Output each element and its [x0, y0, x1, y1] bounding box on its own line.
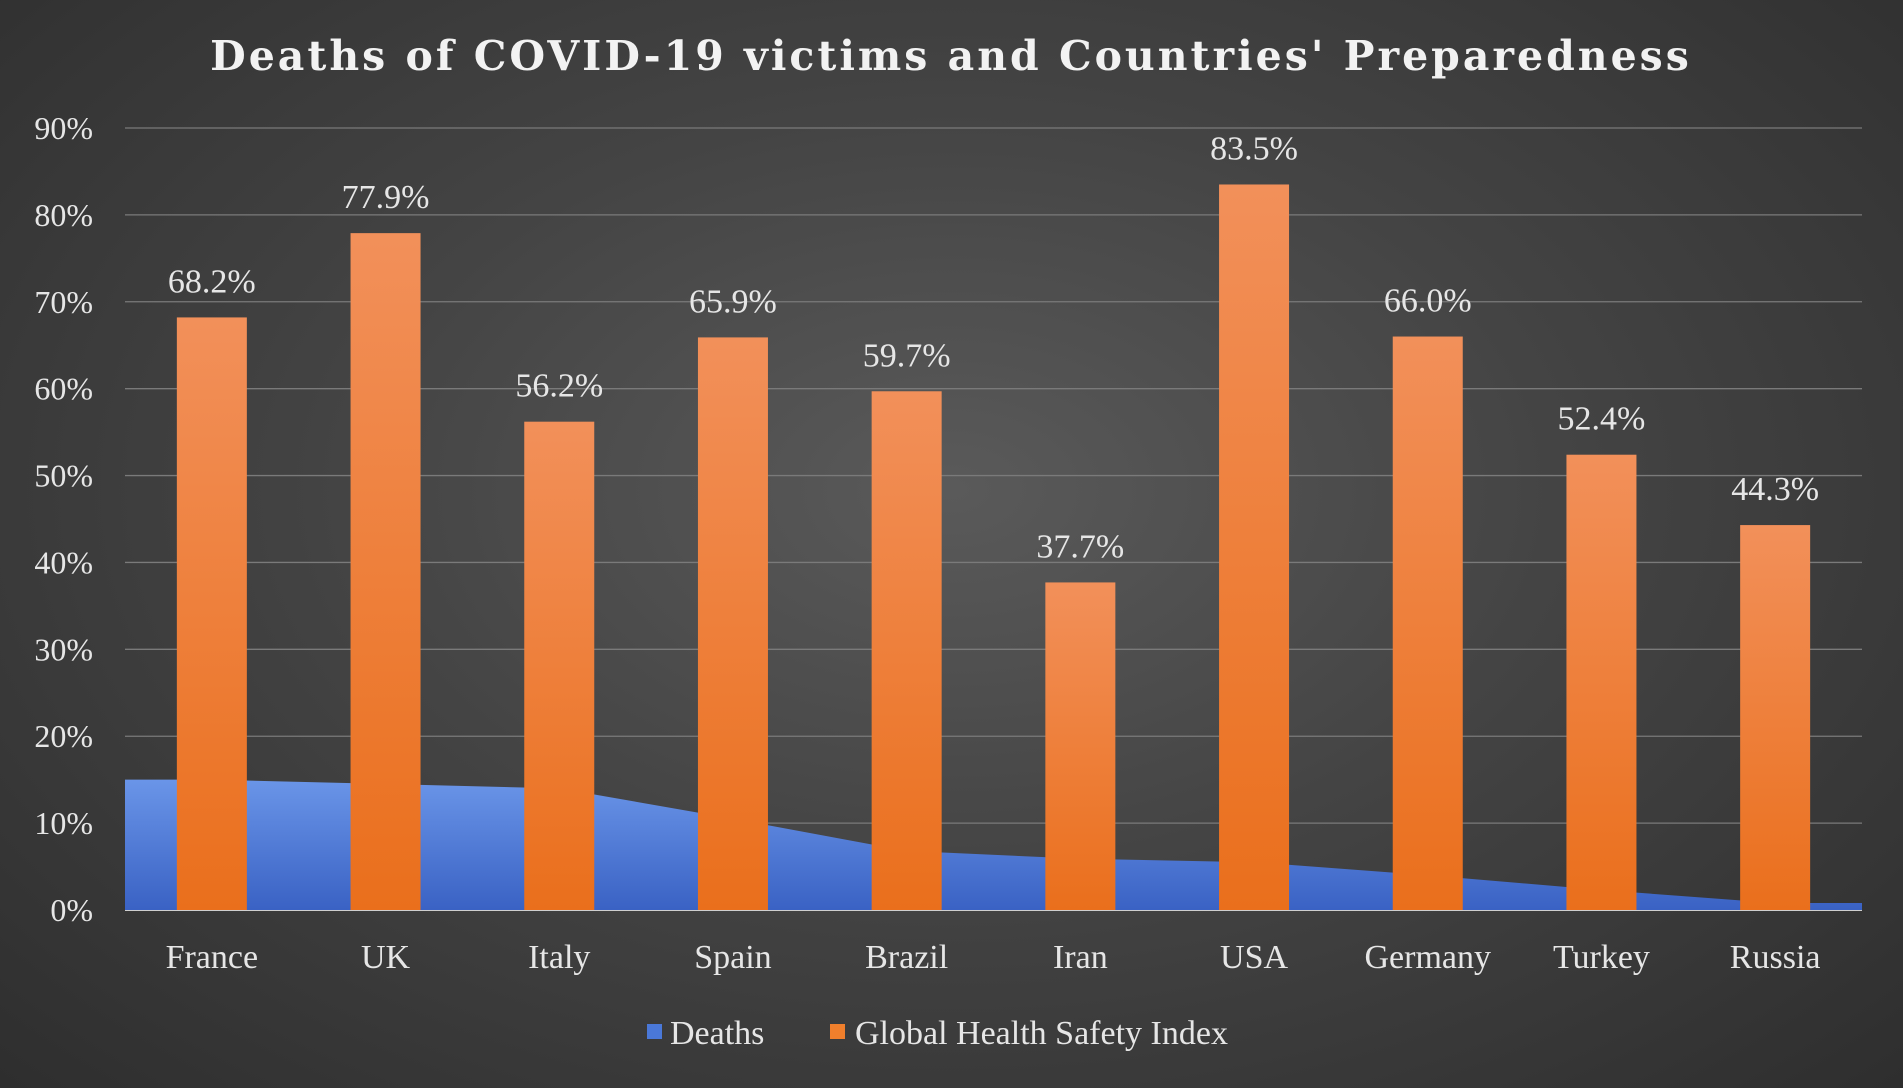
data-label-germany: 66.0%: [1384, 283, 1472, 320]
legend: Deaths Global Health Safety Index: [647, 1015, 1228, 1052]
y-tick-label: 40%: [34, 544, 93, 580]
y-axis-ticks: 0% 10% 20% 30% 40% 50% 60% 70% 80% 90%: [34, 110, 93, 928]
bar-uk: [350, 233, 421, 910]
data-label-iran: 37.7%: [1036, 528, 1124, 565]
x-tick-label-iran: Iran: [1053, 939, 1108, 976]
legend-swatch-ghs-index: [830, 1024, 845, 1039]
bar-france: [176, 317, 247, 910]
x-tick-label-germany: Germany: [1364, 939, 1491, 976]
x-tick-label-usa: USA: [1220, 939, 1288, 976]
data-label-uk: 77.9%: [342, 179, 430, 216]
y-tick-label: 90%: [34, 110, 93, 146]
bar-spain: [697, 337, 768, 910]
y-tick-label: 70%: [34, 284, 93, 320]
data-label-brazil: 59.7%: [863, 337, 951, 374]
x-tick-label-uk: UK: [361, 939, 411, 976]
y-tick-label: 80%: [34, 197, 93, 233]
data-label-turkey: 52.4%: [1558, 401, 1646, 438]
x-tick-label-russia: Russia: [1730, 939, 1821, 976]
y-tick-label: 0%: [50, 892, 93, 928]
x-axis-categories: France UK Italy Spain Brazil Iran USA Germany Tu…: [166, 939, 1821, 976]
bar-germany: [1392, 336, 1463, 910]
legend-swatch-deaths: [647, 1024, 662, 1039]
legend-label-ghs-index: Global Health Safety Index: [855, 1015, 1228, 1052]
y-tick-label: 30%: [34, 631, 93, 667]
bar-usa: [1219, 184, 1290, 910]
data-label-russia: 44.3%: [1731, 471, 1819, 508]
bar-italy: [524, 421, 595, 910]
x-tick-label-italy: Italy: [528, 939, 590, 976]
x-tick-label-turkey: Turkey: [1553, 939, 1650, 976]
bar-turkey: [1566, 454, 1637, 910]
data-label-france: 68.2%: [168, 263, 256, 300]
data-label-spain: 65.9%: [689, 283, 777, 320]
legend-label-deaths: Deaths: [670, 1015, 764, 1052]
x-tick-label-spain: Spain: [694, 939, 771, 976]
bar-iran: [1045, 582, 1116, 910]
x-tick-label-france: France: [166, 939, 259, 976]
x-tick-label-brazil: Brazil: [865, 939, 948, 976]
y-tick-label: 60%: [34, 371, 93, 407]
chart-title: Deaths of COVID-19 victims and Countries…: [210, 32, 1692, 80]
bar-brazil: [871, 391, 942, 911]
y-tick-label: 10%: [34, 805, 93, 841]
y-tick-label: 50%: [34, 458, 93, 494]
data-label-usa: 83.5%: [1210, 130, 1298, 167]
bar-russia: [1740, 525, 1811, 910]
bar-data-labels: 68.2% 77.9% 56.2% 65.9% 59.7% 37.7% 83.5% 66.0%…: [168, 130, 1819, 565]
ghs-index-bar-series: [176, 184, 1811, 911]
y-tick-label: 20%: [34, 718, 93, 754]
data-label-italy: 56.2%: [515, 368, 603, 405]
